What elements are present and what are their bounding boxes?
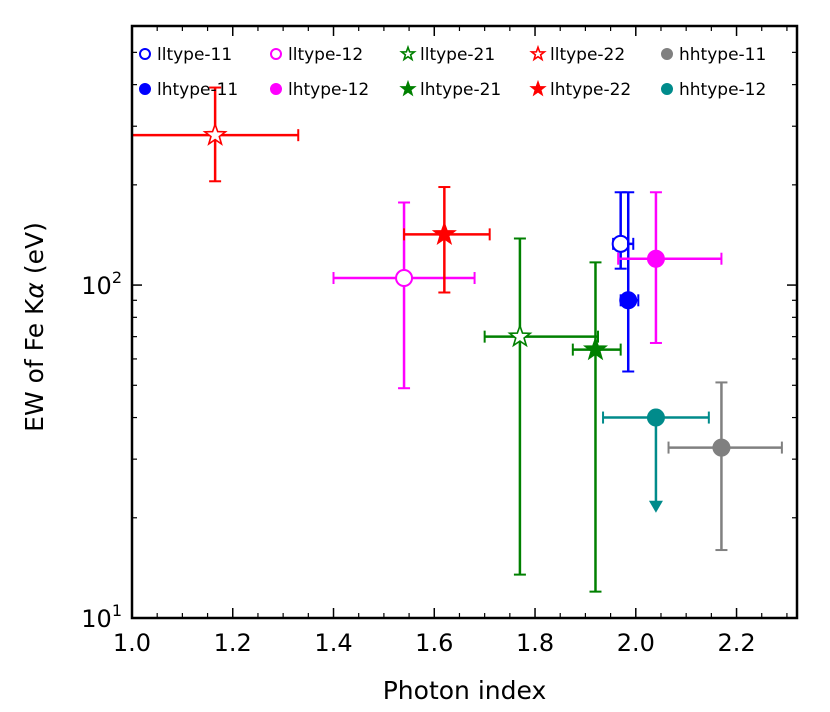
y-axis-label: EW of Fe Kα (eV) (20, 222, 49, 432)
legend-entry-lltype-21: lltype-21 (399, 44, 495, 65)
data-point-lltype-11 (611, 191, 635, 270)
x-tick-label: 1.2 (214, 629, 252, 657)
data-point-lltype-22 (131, 86, 300, 183)
legend-label: lltype-22 (550, 45, 625, 65)
legend-marker (529, 44, 547, 62)
data-point-hhtype-11 (667, 381, 783, 552)
marker-lhtype-21 (582, 336, 609, 361)
legend-label: lltype-12 (288, 45, 363, 65)
legend-label: lltype-11 (157, 45, 232, 65)
x-tick-label: 2.0 (617, 629, 655, 657)
data-point-lltype-21 (483, 237, 600, 576)
legend-entry-lhtype-21: lhtype-21 (399, 79, 501, 100)
x-tick-label: 1.0 (113, 629, 151, 657)
data-point-hhtype-12 (602, 408, 710, 513)
data-point-lhtype-22 (403, 186, 491, 294)
marker-hhtype-12 (646, 408, 665, 427)
data-point-lhtype-11 (619, 191, 640, 373)
marker-lltype-21 (507, 323, 533, 348)
legend-marker (139, 48, 151, 60)
y-tick-label: 102 (81, 268, 122, 300)
marker-lhtype-11 (619, 291, 638, 310)
legend-label: lhtype-11 (157, 80, 238, 100)
x-axis-label: Photon index (383, 676, 547, 705)
data-point-lhtype-21 (571, 261, 622, 593)
legend-label: lhtype-22 (550, 80, 631, 100)
legend-entry-lltype-22: lltype-22 (529, 44, 625, 65)
x-tick-label: 1.8 (516, 629, 554, 657)
legend-entry-lltype-12: lltype-12 (270, 45, 363, 65)
legend-entry-lhtype-11: lhtype-11 (139, 80, 238, 100)
x-tick-label: 1.6 (415, 629, 453, 657)
legend-label: hhtype-12 (679, 80, 766, 100)
x-tick-label: 2.2 (717, 629, 755, 657)
legend-label: lhtype-12 (288, 80, 369, 100)
marker-lltype-11 (611, 234, 630, 253)
marker-lltype-12 (395, 269, 414, 288)
legend-marker (270, 83, 282, 95)
legend-label: hhtype-11 (679, 45, 766, 65)
marker-lhtype-22 (431, 221, 457, 246)
marker-hhtype-11 (712, 438, 731, 457)
plot-frame (130, 24, 799, 620)
marker-lhtype-12 (646, 249, 665, 268)
x-tick-label: 1.4 (314, 629, 352, 657)
legend-marker (399, 79, 417, 97)
legend-marker (661, 48, 673, 60)
upper-limit-arrow (648, 500, 663, 513)
y-tick-label: 101 (81, 601, 122, 633)
legend-entry-hhtype-12: hhtype-12 (661, 80, 766, 100)
legend-label: lltype-21 (420, 45, 495, 65)
legend-entry-hhtype-11: hhtype-11 (661, 45, 766, 65)
legend-marker (270, 48, 282, 60)
legend-label: lhtype-21 (420, 80, 501, 100)
data-point-lhtype-12 (617, 191, 723, 344)
legend-marker (661, 83, 673, 95)
legend-marker (529, 79, 547, 97)
legend-marker (139, 83, 151, 95)
legend-marker (399, 44, 417, 62)
legend-entry-lltype-11: lltype-11 (139, 45, 232, 65)
marker-lltype-22 (202, 121, 228, 146)
legend-entry-lhtype-22: lhtype-22 (529, 79, 631, 100)
legend-entry-lhtype-12: lhtype-12 (270, 80, 369, 100)
